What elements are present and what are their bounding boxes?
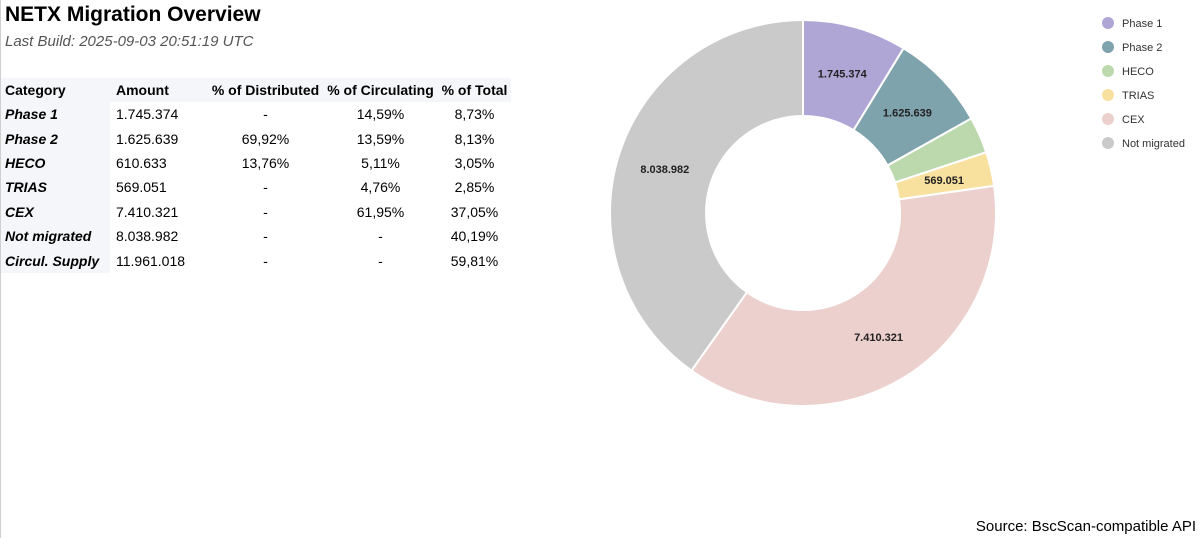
legend-label-heco: HECO (1122, 66, 1154, 78)
legend-label-phase-2: Phase 2 (1122, 42, 1162, 54)
slice-value-label-phase-2: 1.625.639 (883, 107, 932, 119)
legend-label-phase-1: Phase 1 (1122, 18, 1162, 30)
pct-total-cell: 40,19% (450, 228, 499, 245)
slice-value-label-trias: 569.051 (924, 175, 964, 187)
amount-cell: 7.410.321 (116, 203, 179, 220)
column-header-pct-total: % of Total (438, 78, 511, 102)
donut-slice-not-migrated (609, 18, 804, 372)
pct-distributed-cell: - (263, 203, 268, 220)
row-label: Not migrated (1, 223, 110, 249)
legend-swatch-phase-1 (1102, 17, 1114, 29)
legend-swatch-cex (1102, 113, 1114, 125)
pct-distributed-cell: - (263, 252, 268, 269)
amount-cell: 8.038.982 (116, 228, 179, 245)
row-label: Phase 1 (1, 102, 110, 127)
legend-swatch-trias (1102, 89, 1114, 101)
pct-total-cell: 8,73% (454, 106, 495, 123)
source-note: Source: BscScan-compatible API (975, 518, 1196, 535)
pct-distributed-cell: 69,92% (241, 130, 290, 147)
row-label: HECO (1, 150, 110, 176)
row-label: Circul. Supply (1, 248, 110, 273)
migration-table: Category Amount % of Distributed % of Ci… (1, 78, 511, 273)
legend-label-not-migrated: Not migrated (1122, 138, 1185, 150)
table-row: HECO 610.633 13,76% 5,11% 3,05% (1, 150, 511, 176)
amount-cell: 1.625.639 (116, 130, 179, 147)
table-row: Not migrated 8.038.982 - - 40,19% (1, 223, 511, 249)
left-border (0, 0, 1, 538)
pct-total-cell: 2,85% (454, 179, 495, 196)
pct-distributed-cell: 13,76% (241, 154, 290, 171)
table-row: Circul. Supply 11.961.018 - - 59,81% (1, 248, 511, 273)
pct-circulating-cell: - (378, 228, 383, 245)
pct-total-cell: 59,81% (450, 252, 499, 269)
donut-slice-cex (690, 184, 997, 407)
slice-value-label-phase-1: 1.745.374 (818, 68, 868, 80)
pct-circulating-cell: 14,59% (356, 106, 405, 123)
last-build-timestamp: Last Build: 2025-09-03 20:51:19 UTC (5, 33, 254, 50)
table-row: TRIAS 569.051 - 4,76% 2,85% (1, 175, 511, 200)
column-header-pct-circulating: % of Circulating (323, 78, 438, 102)
table-row: Phase 2 1.625.639 69,92% 13,59% 8,13% (1, 126, 511, 151)
pct-distributed-cell: - (263, 179, 268, 196)
legend-swatch-phase-2 (1102, 41, 1114, 53)
legend-swatch-heco (1102, 65, 1114, 77)
pct-circulating-cell: 5,11% (361, 154, 400, 171)
amount-cell: 1.745.374 (116, 106, 179, 123)
legend-label-cex: CEX (1122, 114, 1145, 126)
page-title: NETX Migration Overview (5, 3, 261, 26)
amount-cell: 11.961.018 (116, 252, 186, 269)
amount-cell: 610.633 (116, 154, 167, 171)
pct-circulating-cell: 4,76% (360, 179, 401, 196)
row-label: Phase 2 (1, 126, 110, 151)
pct-circulating-cell: 13,59% (356, 130, 405, 147)
column-header-pct-distributed: % of Distributed (208, 78, 323, 102)
legend-swatch-not-migrated (1102, 137, 1114, 149)
chart-legend: Phase 1 Phase 2 HECO TRIAS CEX Not migrated (1102, 17, 1185, 150)
amount-cell: 569.051 (116, 179, 167, 196)
pct-distributed-cell: - (263, 228, 268, 245)
column-header-category: Category (1, 78, 110, 102)
legend-label-trias: TRIAS (1122, 90, 1154, 102)
pct-circulating-cell: - (378, 252, 383, 269)
column-header-amount: Amount (110, 78, 208, 102)
row-label: CEX (1, 199, 110, 224)
donut-slices (609, 18, 997, 407)
pct-circulating-cell: 61,95% (356, 203, 405, 220)
table-row: Phase 1 1.745.374 - 14,59% 8,73% (1, 102, 511, 127)
slice-value-label-not-migrated: 8.038.982 (640, 164, 689, 176)
table-row: CEX 7.410.321 - 61,95% 37,05% (1, 199, 511, 224)
pct-total-cell: 37,05% (450, 203, 499, 220)
pct-distributed-cell: - (263, 106, 268, 123)
donut-slice-labels: 1.745.374 1.625.639 569.051 7.410.321 8.038.… (640, 68, 964, 343)
pct-total-cell: 3,05% (454, 154, 495, 171)
slice-value-label-cex: 7.410.321 (854, 332, 903, 344)
table-header-row: Category Amount % of Distributed % of Ci… (1, 78, 511, 102)
row-label: TRIAS (1, 175, 110, 200)
pct-total-cell: 8,13% (454, 130, 495, 147)
